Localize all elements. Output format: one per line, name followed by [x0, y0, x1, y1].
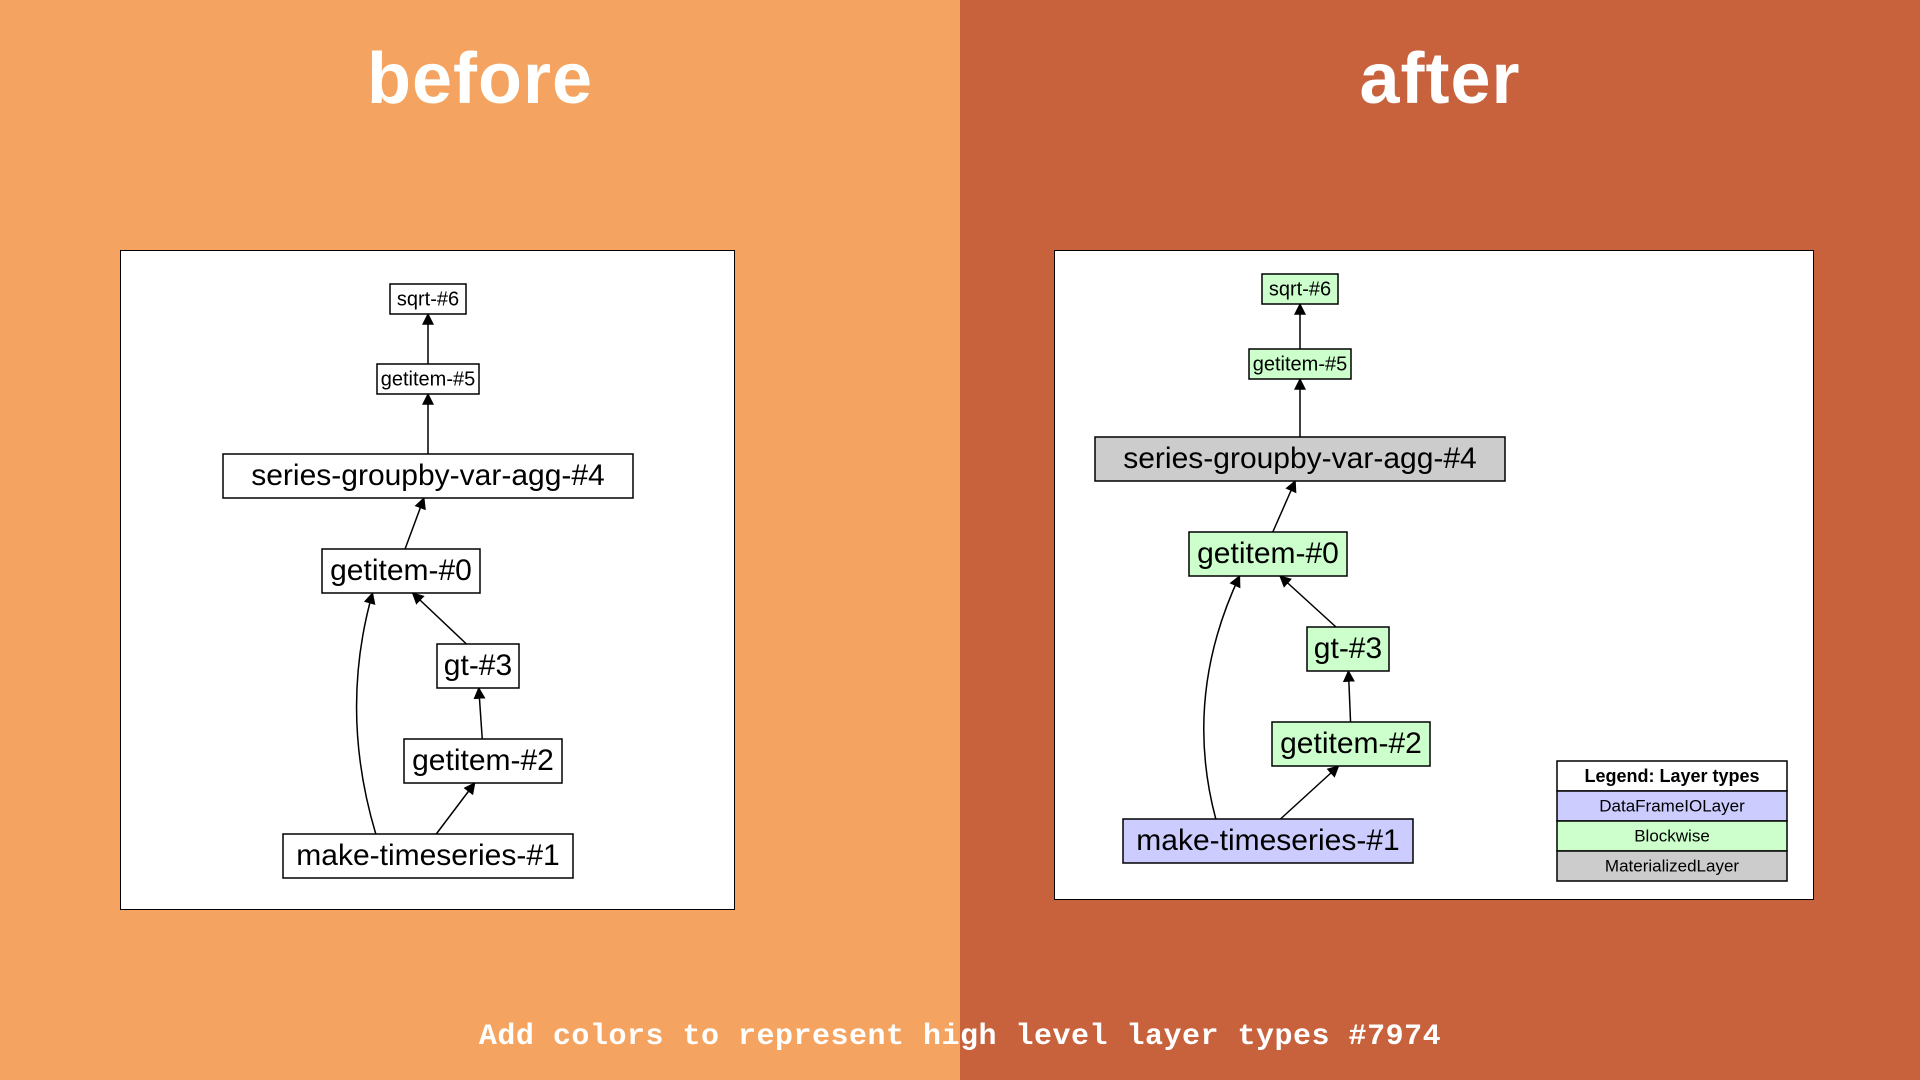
svg-text:getitem-#5: getitem-#5 [1253, 353, 1348, 375]
svg-text:getitem-#5: getitem-#5 [381, 368, 476, 390]
before-graph: make-timeseries-#1 getitem-#2 gt-#3 getitem… [120, 250, 735, 910]
comparison-slide: before make-timeseries-#1 getitem-#2 gt-#3… [0, 0, 1920, 1080]
after-graph: make-timeseries-#1 getitem-#2 gt-#3 getitem… [1054, 250, 1814, 900]
svg-text:getitem-#2: getitem-#2 [412, 744, 554, 777]
before-panel: before make-timeseries-#1 getitem-#2 gt-#3… [0, 0, 960, 1080]
svg-text:getitem-#0: getitem-#0 [330, 554, 472, 587]
svg-text:gt-#3: gt-#3 [1314, 632, 1382, 665]
svg-text:sqrt-#6: sqrt-#6 [397, 288, 459, 310]
svg-text:make-timeseries-#1: make-timeseries-#1 [1136, 824, 1399, 857]
slide-caption: Add colors to represent high level layer… [0, 1020, 1920, 1054]
svg-text:make-timeseries-#1: make-timeseries-#1 [296, 839, 559, 872]
after-panel: after make-timeseries-#1 getitem-#2 gt-#3 g… [960, 0, 1920, 1080]
svg-text:series-groupby-var-agg-#4: series-groupby-var-agg-#4 [1123, 442, 1477, 475]
svg-text:series-groupby-var-agg-#4: series-groupby-var-agg-#4 [251, 459, 605, 492]
svg-text:getitem-#0: getitem-#0 [1197, 537, 1339, 570]
svg-text:DataFrameIOLayer: DataFrameIOLayer [1599, 796, 1745, 815]
svg-text:sqrt-#6: sqrt-#6 [1269, 278, 1331, 300]
svg-text:Blockwise: Blockwise [1634, 826, 1710, 845]
svg-text:getitem-#2: getitem-#2 [1280, 727, 1422, 760]
svg-text:Legend: Layer types: Legend: Layer types [1584, 766, 1759, 786]
svg-text:MaterializedLayer: MaterializedLayer [1605, 856, 1740, 875]
before-title: before [0, 0, 960, 120]
after-title: after [960, 0, 1920, 120]
svg-text:gt-#3: gt-#3 [444, 649, 512, 682]
